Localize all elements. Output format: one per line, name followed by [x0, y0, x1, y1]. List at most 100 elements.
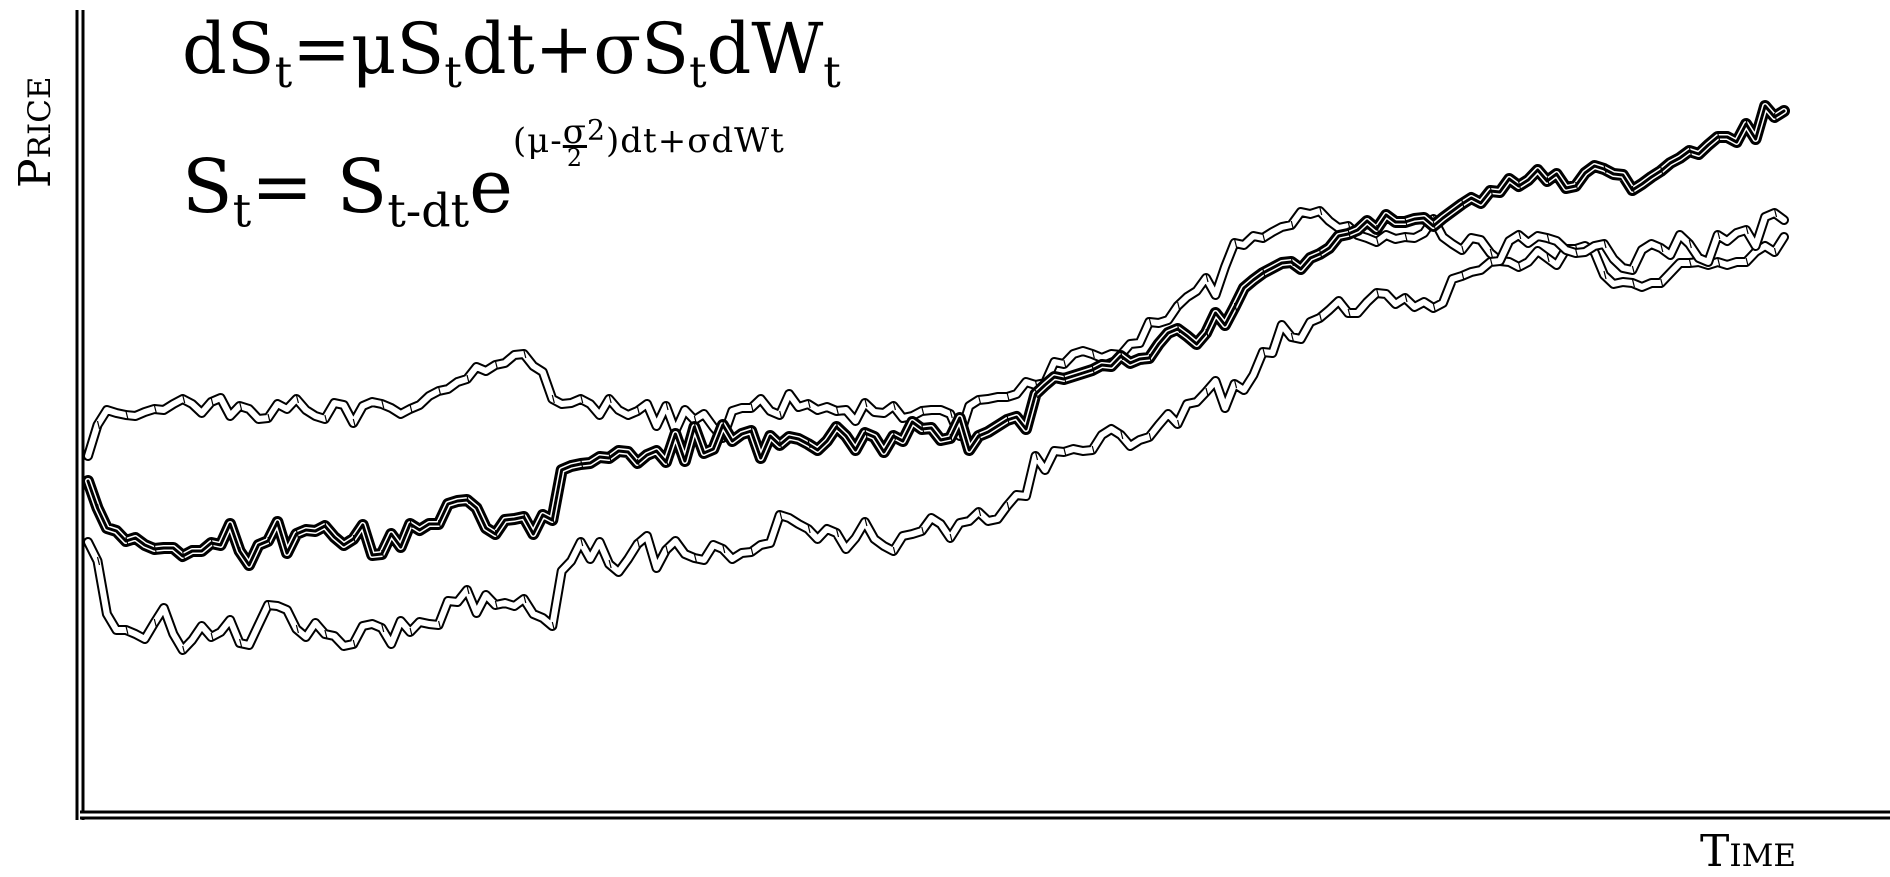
path-point-main — [1063, 374, 1067, 384]
path-point-upper — [239, 401, 243, 411]
path-point-upper — [1233, 238, 1238, 248]
path-point-upper — [438, 386, 442, 396]
path-point-lower — [636, 539, 641, 549]
path-point-main — [1006, 415, 1010, 425]
path-point-main — [1347, 229, 1351, 239]
path-point-upper — [466, 374, 470, 384]
path-point-main — [1575, 181, 1579, 191]
path-point-lower — [864, 517, 868, 527]
path-point-main — [665, 457, 669, 467]
path-point-upper — [551, 394, 555, 404]
series-line-main-inner2 — [86, 104, 1786, 567]
path-point-lower — [921, 526, 925, 536]
path-point-lower — [665, 545, 669, 555]
path-point-main — [1688, 146, 1692, 156]
exp-pre: (μ- — [512, 121, 563, 161]
path-point-main — [1319, 249, 1323, 259]
eq-term: dW — [706, 8, 824, 90]
path-point-lower — [1461, 271, 1465, 281]
path-point-lower — [1091, 445, 1095, 455]
path-point-main — [182, 551, 186, 561]
path-point-main — [949, 433, 953, 443]
path-point-lower — [409, 627, 413, 637]
path-point-lower — [1233, 379, 1238, 389]
path-point-upper — [1745, 257, 1749, 267]
path-point-upper — [1688, 258, 1692, 268]
path-point-upper — [1773, 247, 1778, 257]
path-point-upper — [1717, 257, 1721, 267]
path-point-main — [551, 515, 555, 525]
path-point-lower — [750, 547, 754, 557]
path-point-main — [1773, 112, 1778, 122]
path-point-upper — [1148, 317, 1152, 327]
path-point-upper — [267, 413, 271, 423]
path-point-upper — [1376, 237, 1380, 247]
path-point-main — [153, 544, 157, 554]
path-point-upper — [949, 409, 953, 419]
path-point-main — [750, 426, 754, 436]
path-point-main — [835, 422, 840, 432]
path-point-upper — [835, 406, 840, 416]
path-point-lower — [1603, 239, 1607, 249]
path-point-main — [466, 495, 470, 505]
eq-e: e — [469, 144, 513, 230]
path-point-main — [580, 459, 584, 469]
path-point-lower — [978, 507, 982, 517]
path-point-upper — [636, 406, 641, 416]
eq-exponent: (μ-σ 2 2)dt+σdWt — [512, 115, 785, 170]
path-point-upper — [125, 410, 129, 420]
path-point-lower — [239, 638, 243, 648]
solution-equation: St= St-dte(μ-σ 2 2)dt+σdWt — [182, 115, 785, 238]
path-point-main — [96, 503, 101, 513]
path-point-main — [1376, 224, 1380, 234]
eq-base-sub: t-dt — [387, 183, 470, 238]
path-point-lower — [693, 553, 697, 563]
path-point-lower — [438, 620, 442, 630]
path-point-upper — [381, 399, 385, 409]
path-point-lower — [1631, 265, 1635, 275]
path-point-upper — [1631, 278, 1635, 288]
path-point-main — [1432, 221, 1436, 231]
path-point-upper — [1660, 278, 1664, 288]
path-point-main — [921, 424, 925, 434]
path-point-lower — [381, 623, 385, 633]
path-point-main — [438, 519, 442, 529]
sde-equation: dSt=μStdt+σStdWt — [182, 14, 841, 95]
path-point-lower — [96, 556, 101, 566]
path-point-main — [807, 439, 811, 449]
path-point-lower — [1120, 430, 1124, 440]
path-point-lower — [722, 544, 726, 554]
path-point-lower — [1773, 208, 1778, 218]
path-point-main — [1262, 268, 1266, 278]
path-point-lower — [551, 621, 555, 631]
path-point-main — [1489, 186, 1493, 196]
path-point-lower — [1575, 248, 1579, 258]
path-point-main — [1745, 119, 1749, 129]
eq-base: S — [336, 144, 388, 230]
path-point-main — [210, 538, 214, 548]
path-point-upper — [1177, 301, 1181, 311]
eq-subscript: t — [823, 47, 841, 98]
path-point-upper — [96, 420, 101, 430]
path-point-main — [892, 431, 896, 441]
path-point-upper — [750, 403, 754, 413]
path-point-lower — [1432, 303, 1436, 313]
path-point-upper — [1319, 206, 1323, 216]
path-point-upper — [324, 414, 328, 424]
path-point-upper — [182, 394, 186, 404]
path-point-main — [636, 458, 641, 468]
eq-term: =μS — [292, 8, 445, 90]
path-point-upper — [409, 404, 413, 414]
path-point-lower — [1262, 347, 1266, 357]
path-point-lower — [1660, 243, 1664, 253]
path-point-main — [295, 529, 299, 539]
path-point-lower — [1745, 225, 1749, 235]
series-layer — [82, 100, 1790, 655]
path-point-main — [324, 521, 328, 531]
path-point-lower — [1518, 230, 1522, 240]
y-axis-label: Price — [10, 76, 61, 188]
path-point-upper — [1489, 248, 1493, 258]
path-point-upper — [1063, 359, 1067, 369]
path-point-main — [1603, 164, 1607, 174]
